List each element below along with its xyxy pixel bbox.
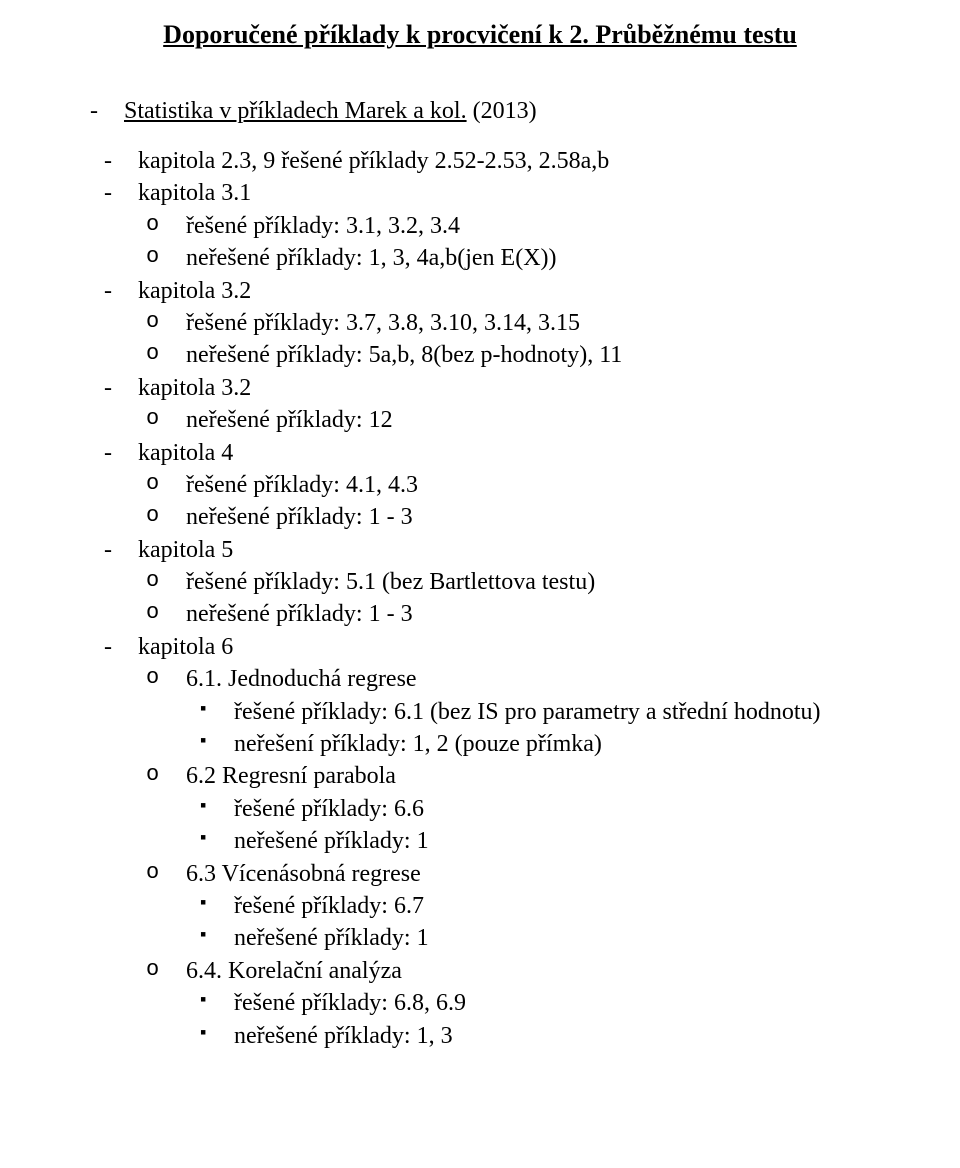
sub-list: neřešené příklady: 12: [138, 404, 870, 436]
chapter-item: kapitola 3.2 neřešené příklady: 12: [90, 372, 870, 437]
sub-list: řešené příklady: 3.7, 3.8, 3.10, 3.14, 3…: [138, 307, 870, 372]
chapter-item: kapitola 3.1 řešené příklady: 3.1, 3.2, 3…: [90, 177, 870, 274]
subsub-item: neřešené příklady: 1: [186, 922, 870, 954]
source-year: (2013): [467, 98, 537, 124]
subsub-list: řešené příklady: 6.7 neřešené příklady: 1: [186, 890, 870, 955]
subsub-text: neřešené příklady: 1: [234, 925, 429, 951]
sub-item: řešené příklady: 3.1, 3.2, 3.4: [138, 210, 870, 242]
subsub-item: řešené příklady: 6.1 (bez IS pro paramet…: [186, 696, 870, 728]
subsub-item: neřešené příklady: 1: [186, 825, 870, 857]
sub-item: neřešené příklady: 12: [138, 404, 870, 436]
subsub-text: řešené příklady: 6.6: [234, 796, 424, 822]
sub-item: neřešené příklady: 5a,b, 8(bez p-hodnoty…: [138, 339, 870, 371]
chapter-heading: kapitola 6: [138, 634, 233, 660]
sub-item: 6.4. Korelační analýza řešené příklady: 6…: [138, 955, 870, 1052]
sub-item: řešené příklady: 3.7, 3.8, 3.10, 3.14, 3…: [138, 307, 870, 339]
subsub-item: řešené příklady: 6.8, 6.9: [186, 987, 870, 1019]
sub-item: 6.2 Regresní parabola řešené příklady: 6.…: [138, 760, 870, 857]
subsub-text: řešené příklady: 6.8, 6.9: [234, 990, 466, 1016]
chapter-heading: kapitola 5: [138, 537, 233, 563]
subsub-item: neřešené příklady: 1, 3: [186, 1020, 870, 1052]
chapter-item: kapitola 4 řešené příklady: 4.1, 4.3 neřeš…: [90, 437, 870, 534]
sub-list: 6.1. Jednoduchá regrese řešené příklady: …: [138, 663, 870, 1052]
sub-list: řešené příklady: 5.1 (bez Bartlettova te…: [138, 566, 870, 631]
chapter-item: kapitola 2.3, 9 řešené příklady 2.52-2.5…: [90, 145, 870, 177]
subsub-list: řešené příklady: 6.8, 6.9 neřešené příkla…: [186, 987, 870, 1052]
subsub-list: řešené příklady: 6.1 (bez IS pro paramet…: [186, 696, 870, 761]
subsub-item: neřešení příklady: 1, 2 (pouze přímka): [186, 728, 870, 760]
chapter-heading: kapitola 3.1: [138, 180, 251, 206]
sub-text: neřešené příklady: 1 - 3: [186, 504, 413, 530]
page: Doporučené příklady k procvičení k 2. Pr…: [0, 0, 960, 1072]
source-name: Statistika v příkladech Marek a kol.: [124, 98, 467, 124]
chapter-heading: kapitola 4: [138, 440, 233, 466]
subsub-item: řešené příklady: 6.7: [186, 890, 870, 922]
chapter-heading: kapitola 3.2: [138, 278, 251, 304]
subsub-text: řešené příklady: 6.1 (bez IS pro paramet…: [234, 699, 820, 725]
sub-text: 6.3 Vícenásobná regrese: [186, 861, 421, 887]
sub-list: řešené příklady: 4.1, 4.3 neřešené příkla…: [138, 469, 870, 534]
source-line: - Statistika v příkladech Marek a kol. (…: [90, 98, 870, 125]
sub-text: neřešené příklady: 1 - 3: [186, 601, 413, 627]
sub-text: řešené příklady: 3.1, 3.2, 3.4: [186, 213, 460, 239]
sub-text: 6.1. Jednoduchá regrese: [186, 666, 417, 692]
chapter-item: kapitola 6 6.1. Jednoduchá regrese řešené …: [90, 631, 870, 1052]
sub-text: 6.4. Korelační analýza: [186, 958, 402, 984]
sub-item: řešené příklady: 4.1, 4.3: [138, 469, 870, 501]
sub-text: neřešené příklady: 12: [186, 407, 393, 433]
page-title: Doporučené příklady k procvičení k 2. Pr…: [90, 20, 870, 50]
sub-item: neřešené příklady: 1 - 3: [138, 598, 870, 630]
sub-text: neřešené příklady: 1, 3, 4a,b(jen E(X)): [186, 245, 557, 271]
chapter-heading: kapitola 2.3, 9 řešené příklady 2.52-2.5…: [138, 148, 609, 174]
dash-icon: -: [90, 98, 118, 125]
chapter-item: kapitola 5 řešené příklady: 5.1 (bez Bart…: [90, 534, 870, 631]
chapter-heading: kapitola 3.2: [138, 375, 251, 401]
sub-item: neřešené příklady: 1, 3, 4a,b(jen E(X)): [138, 242, 870, 274]
sub-text: neřešené příklady: 5a,b, 8(bez p-hodnoty…: [186, 342, 622, 368]
sub-text: řešené příklady: 3.7, 3.8, 3.10, 3.14, 3…: [186, 310, 580, 336]
sub-text: 6.2 Regresní parabola: [186, 763, 396, 789]
subsub-item: řešené příklady: 6.6: [186, 793, 870, 825]
sub-list: řešené příklady: 3.1, 3.2, 3.4 neřešené p…: [138, 210, 870, 275]
sub-item: 6.3 Vícenásobná regrese řešené příklady: …: [138, 858, 870, 955]
sub-item: neřešené příklady: 1 - 3: [138, 501, 870, 533]
subsub-text: řešené příklady: 6.7: [234, 893, 424, 919]
sub-text: řešené příklady: 5.1 (bez Bartlettova te…: [186, 569, 595, 595]
sub-text: řešené příklady: 4.1, 4.3: [186, 472, 418, 498]
sub-item: řešené příklady: 5.1 (bez Bartlettova te…: [138, 566, 870, 598]
subsub-text: neřešené příklady: 1: [234, 828, 429, 854]
subsub-list: řešené příklady: 6.6 neřešené příklady: 1: [186, 793, 870, 858]
sub-item: 6.1. Jednoduchá regrese řešené příklady: …: [138, 663, 870, 760]
chapter-list: kapitola 2.3, 9 řešené příklady 2.52-2.5…: [90, 145, 870, 1052]
chapter-item: kapitola 3.2 řešené příklady: 3.7, 3.8, 3…: [90, 275, 870, 372]
subsub-text: neřešené příklady: 1, 3: [234, 1023, 453, 1049]
subsub-text: neřešení příklady: 1, 2 (pouze přímka): [234, 731, 602, 757]
